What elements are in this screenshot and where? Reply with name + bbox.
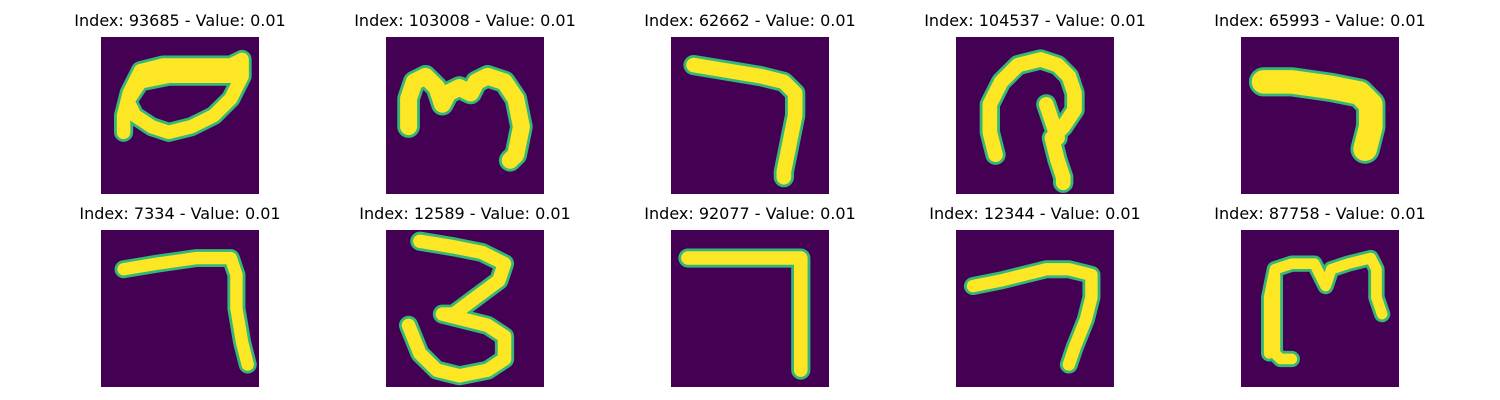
digit-image xyxy=(101,230,259,387)
digit-image xyxy=(1241,230,1399,387)
digit-image xyxy=(671,37,829,194)
image-panel: Index: 104537 - Value: 0.01 xyxy=(915,12,1155,194)
image-panel: Index: 65993 - Value: 0.01 xyxy=(1200,12,1440,194)
digit-image xyxy=(386,230,544,387)
bowl-shape xyxy=(116,52,249,140)
panel-title: Index: 104537 - Value: 0.01 xyxy=(924,11,1146,30)
panel-title: Index: 87758 - Value: 0.01 xyxy=(1214,204,1426,223)
bold-seven-shape xyxy=(1251,70,1383,161)
digit-image xyxy=(1241,37,1399,194)
panel-title: Index: 65993 - Value: 0.01 xyxy=(1214,11,1426,30)
image-panel: Index: 62662 - Value: 0.01 xyxy=(630,12,870,194)
image-panel: Index: 12589 - Value: 0.01 xyxy=(345,205,585,387)
panel-title: Index: 7334 - Value: 0.01 xyxy=(79,204,281,223)
panel-title: Index: 12589 - Value: 0.01 xyxy=(359,204,571,223)
image-panel: Index: 87758 - Value: 0.01 xyxy=(1200,205,1440,387)
seven-shape xyxy=(966,263,1098,371)
m-shape xyxy=(1263,252,1388,365)
image-panel: Index: 92077 - Value: 0.01 xyxy=(630,205,870,387)
digit-image xyxy=(956,37,1114,194)
image-panel: Index: 93685 - Value: 0.01 xyxy=(60,12,300,194)
seven-shape xyxy=(686,57,803,185)
panel-title: Index: 62662 - Value: 0.01 xyxy=(644,11,856,30)
seven-shape xyxy=(681,251,808,377)
digit-image xyxy=(386,37,544,194)
panel-title: Index: 93685 - Value: 0.01 xyxy=(74,11,286,30)
image-panel: Index: 103008 - Value: 0.01 xyxy=(345,12,585,194)
hook-shape xyxy=(982,52,1082,191)
digit-image xyxy=(956,230,1114,387)
panel-title: Index: 103008 - Value: 0.01 xyxy=(354,11,576,30)
three-shape xyxy=(401,234,512,383)
seven-shape xyxy=(117,251,254,371)
panel-title: Index: 92077 - Value: 0.01 xyxy=(644,204,856,223)
digit-image xyxy=(101,37,259,194)
image-panel: Index: 12344 - Value: 0.01 xyxy=(915,205,1155,387)
panel-title: Index: 12344 - Value: 0.01 xyxy=(929,204,1141,223)
m-shape xyxy=(400,67,530,169)
image-panel: Index: 7334 - Value: 0.01 xyxy=(60,205,300,387)
digit-image xyxy=(671,230,829,387)
